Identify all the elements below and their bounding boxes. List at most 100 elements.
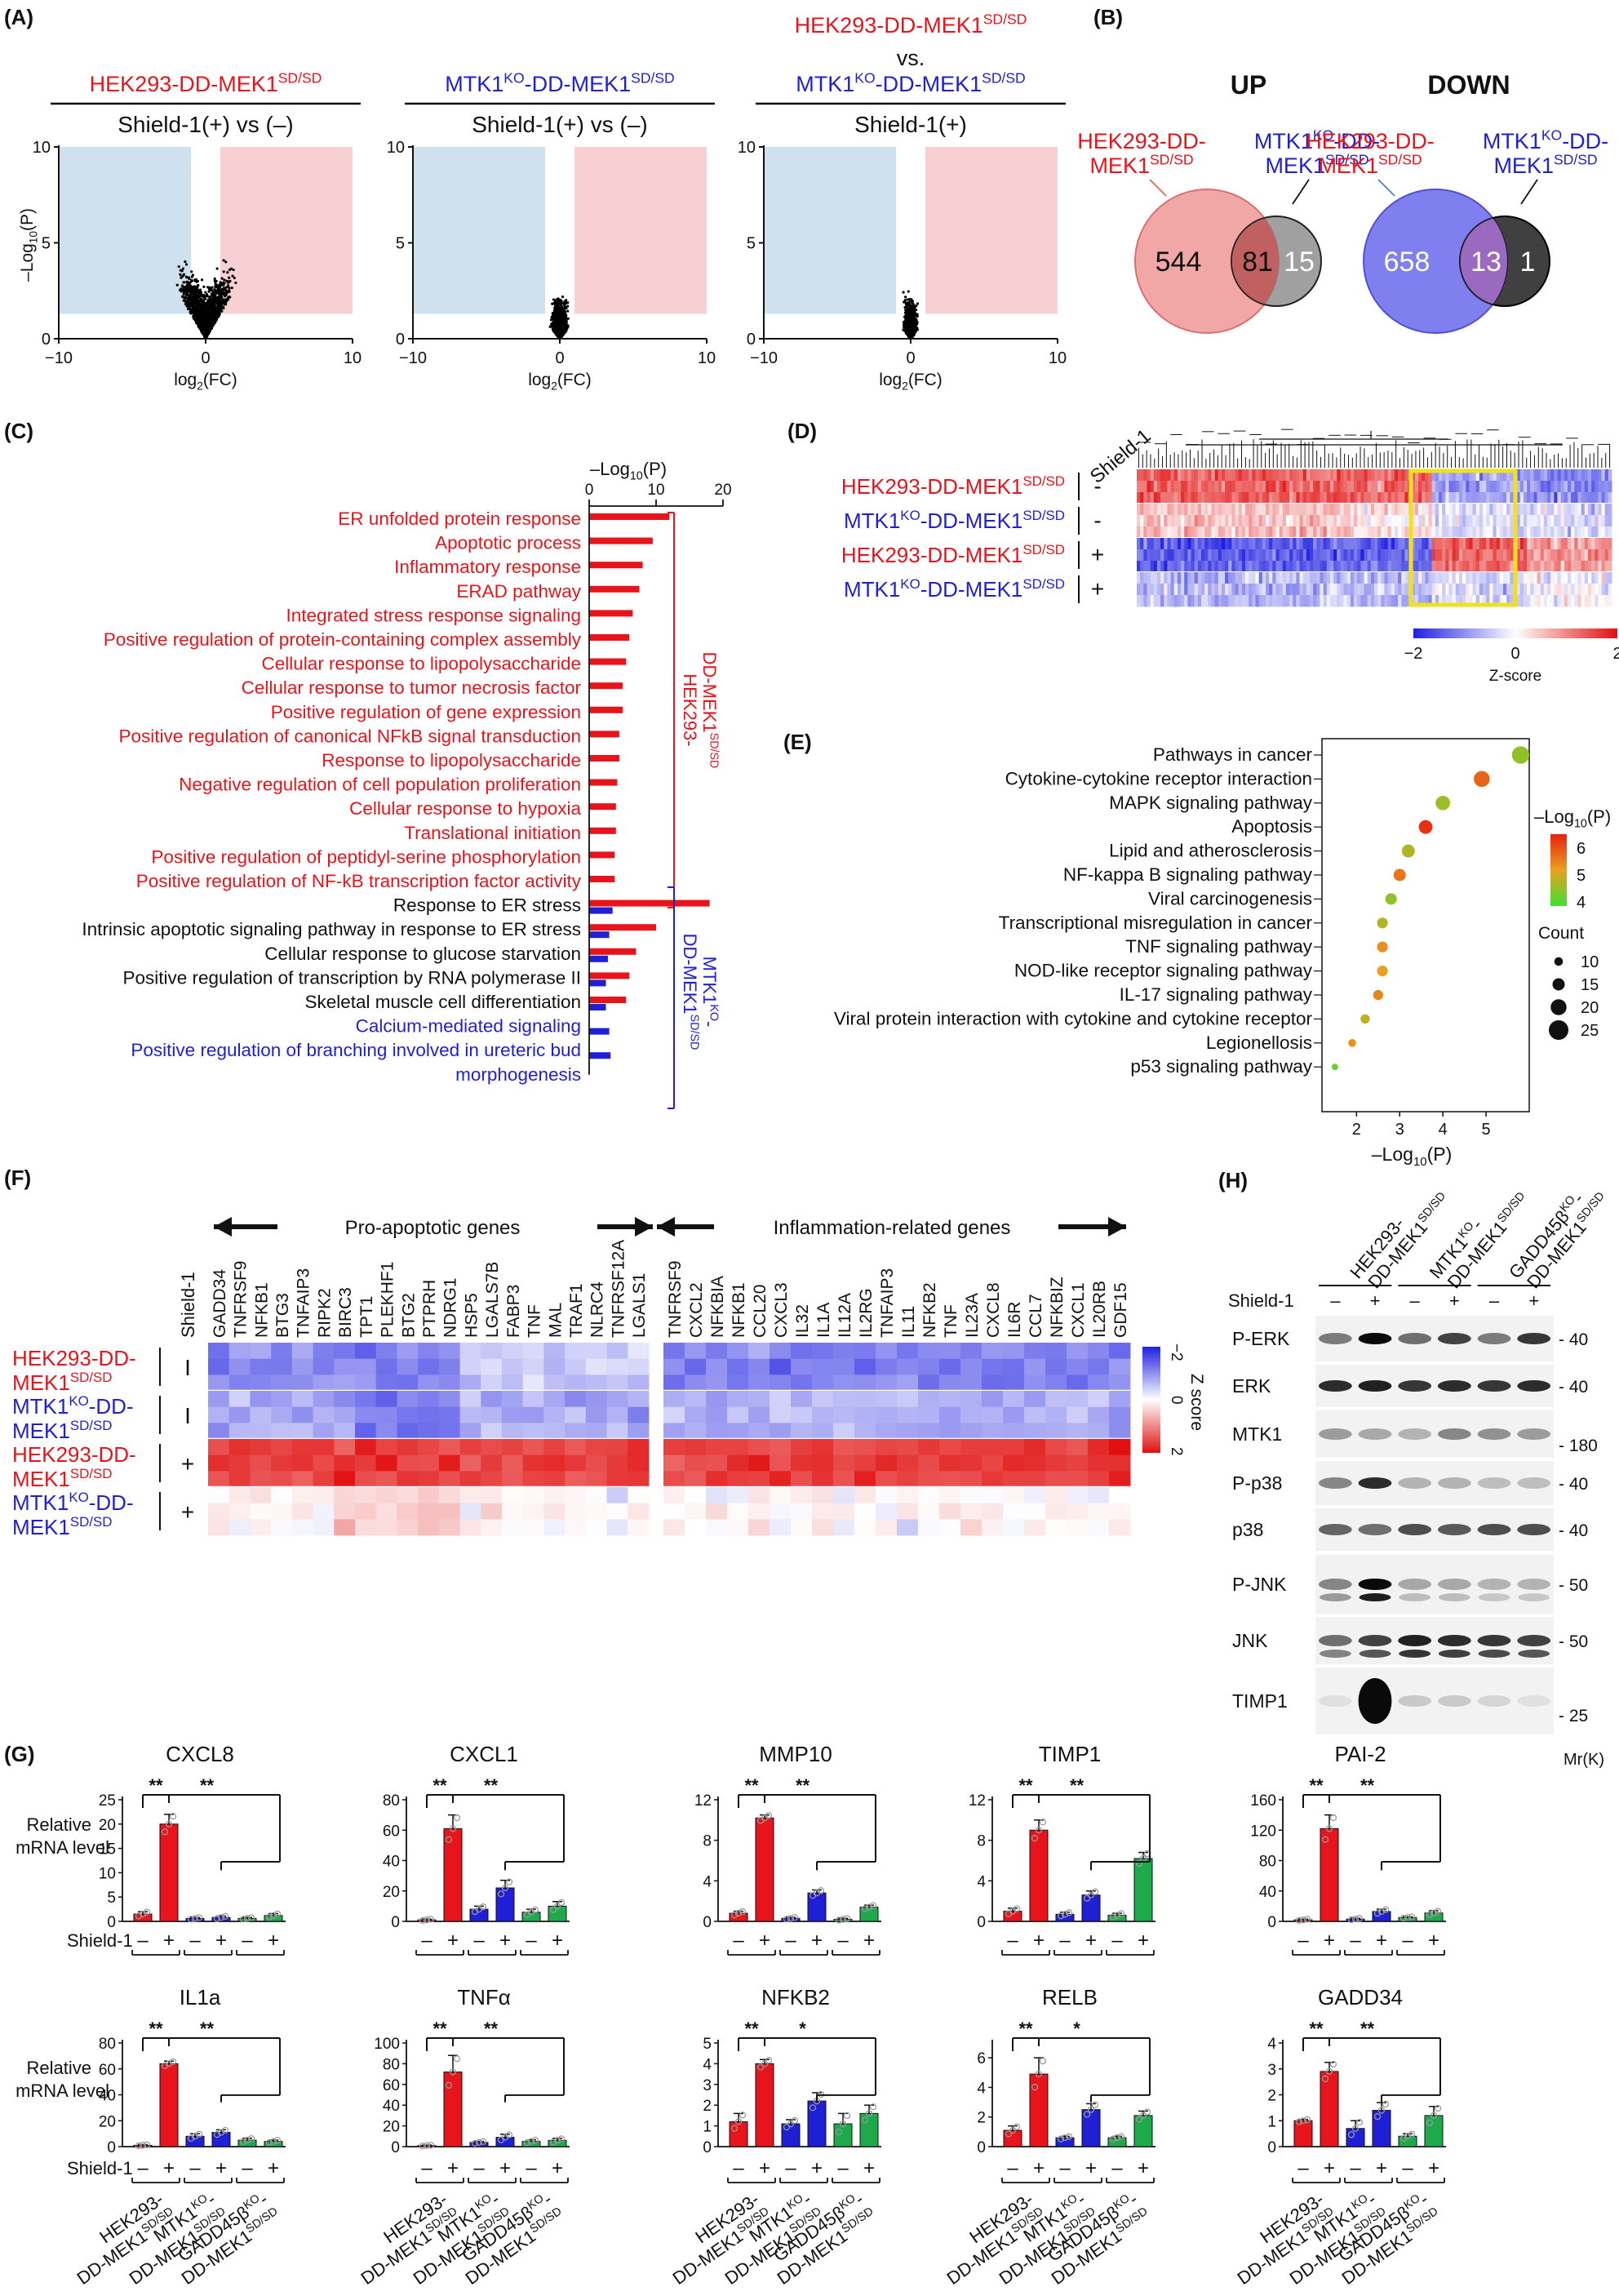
heat-cell	[1475, 572, 1480, 584]
heat-cell	[1153, 526, 1158, 539]
heat-cell	[1235, 469, 1240, 482]
data-point	[182, 281, 185, 284]
heat-cell	[1302, 481, 1307, 493]
venn-right-label: MEK1SD/SD	[1265, 152, 1368, 178]
heat-cell	[1245, 504, 1249, 516]
heat-cell	[1455, 538, 1460, 550]
heat-cell	[1445, 492, 1449, 504]
heat-cell	[1530, 515, 1534, 527]
data-point	[553, 305, 557, 309]
heat-cell	[1137, 492, 1141, 504]
data-point	[559, 298, 562, 302]
heat-cell	[1310, 561, 1314, 573]
heat-cell	[1601, 481, 1606, 493]
heat-cell	[1262, 504, 1266, 516]
venn-down: DOWNHEK293-DD-MEK1SD/SDMTK1KO-DD-MEK1SD/…	[1306, 70, 1608, 334]
heat-cell	[1452, 469, 1457, 482]
heat-cell	[1571, 572, 1575, 584]
heat-cell	[1547, 526, 1551, 539]
heat-cell	[1598, 492, 1602, 504]
heat-cell	[1442, 469, 1446, 482]
heat-cell	[1466, 561, 1470, 573]
heat-cell	[1337, 504, 1341, 516]
heat-cell	[1211, 572, 1216, 584]
heat-cell	[1394, 504, 1399, 516]
heat-cell	[1187, 481, 1191, 493]
heat-cell	[1235, 492, 1240, 504]
heat-cell	[1458, 515, 1463, 527]
heat-cell	[1137, 526, 1141, 539]
heat-cell	[1265, 492, 1270, 504]
heat-cell	[1367, 492, 1372, 504]
heat-cell	[1422, 504, 1426, 516]
heat-cell	[1302, 538, 1307, 550]
heat-cell	[1543, 481, 1548, 493]
heat-cell	[1177, 584, 1182, 596]
heat-cell	[1398, 469, 1402, 482]
heat-cell	[1245, 526, 1249, 539]
heat-cell	[1370, 469, 1375, 482]
heat-cell	[1537, 481, 1541, 493]
data-point	[554, 331, 557, 335]
heat-cell	[1323, 538, 1328, 550]
venn-overlap-count: 13	[1470, 246, 1501, 278]
data-point	[224, 288, 228, 292]
heat-cell	[1310, 549, 1314, 562]
heat-cell	[1466, 526, 1470, 539]
heat-cell	[1320, 504, 1324, 516]
heat-cell	[1486, 469, 1490, 482]
data-point	[195, 312, 198, 315]
text-span: SD/SD	[631, 70, 675, 87]
heat-cell	[1302, 515, 1307, 527]
bar-red	[589, 972, 630, 979]
heat-cell	[1595, 561, 1599, 573]
heat-cell	[1316, 538, 1320, 550]
heat-cell	[1418, 515, 1422, 527]
heat-cell	[1187, 504, 1191, 516]
heat-cell	[1381, 572, 1385, 584]
venn-right-label: MTK1KO-DD-	[1483, 127, 1608, 153]
heat-cell	[1249, 492, 1253, 504]
x-tick-label: −10	[399, 349, 427, 367]
data-point	[197, 324, 202, 327]
heat-cell	[1431, 515, 1436, 527]
heat-cell	[1275, 492, 1280, 504]
data-point	[912, 326, 916, 331]
heat-cell	[1340, 504, 1344, 516]
heat-cell	[1442, 549, 1446, 562]
heat-cell	[1435, 504, 1439, 516]
heat-cell	[1577, 481, 1581, 493]
bar-red	[589, 562, 643, 569]
heat-cell	[1323, 549, 1328, 562]
heat-cell	[1387, 481, 1392, 493]
heat-cell	[1557, 561, 1562, 573]
data-point	[194, 294, 197, 298]
heat-cell	[1167, 526, 1171, 539]
data-point	[202, 330, 205, 333]
heat-cell	[1442, 538, 1446, 550]
heat-cell	[1245, 492, 1249, 504]
data-point	[911, 331, 914, 335]
heat-cell	[1252, 481, 1256, 493]
heat-cell	[1245, 549, 1249, 562]
heat-cell	[1360, 504, 1364, 516]
bar-blue	[589, 1052, 611, 1059]
heat-cell	[1252, 504, 1256, 516]
bar-red	[589, 706, 623, 713]
heat-cell	[1350, 492, 1355, 504]
heat-cell	[1191, 515, 1195, 527]
heat-cell	[1164, 584, 1168, 596]
heat-cell	[1252, 492, 1256, 504]
heat-cell	[1384, 492, 1389, 504]
heat-cell	[1285, 561, 1290, 573]
heat-cell	[1238, 481, 1243, 493]
heat-cell	[1221, 504, 1226, 516]
data-point	[193, 305, 197, 309]
data-point	[562, 312, 566, 315]
heat-cell	[1445, 469, 1449, 482]
data-point	[556, 331, 560, 335]
heat-cell	[1173, 526, 1178, 539]
heat-cell	[1302, 572, 1307, 584]
heat-cell	[1187, 538, 1191, 550]
heat-cell	[1364, 572, 1368, 584]
